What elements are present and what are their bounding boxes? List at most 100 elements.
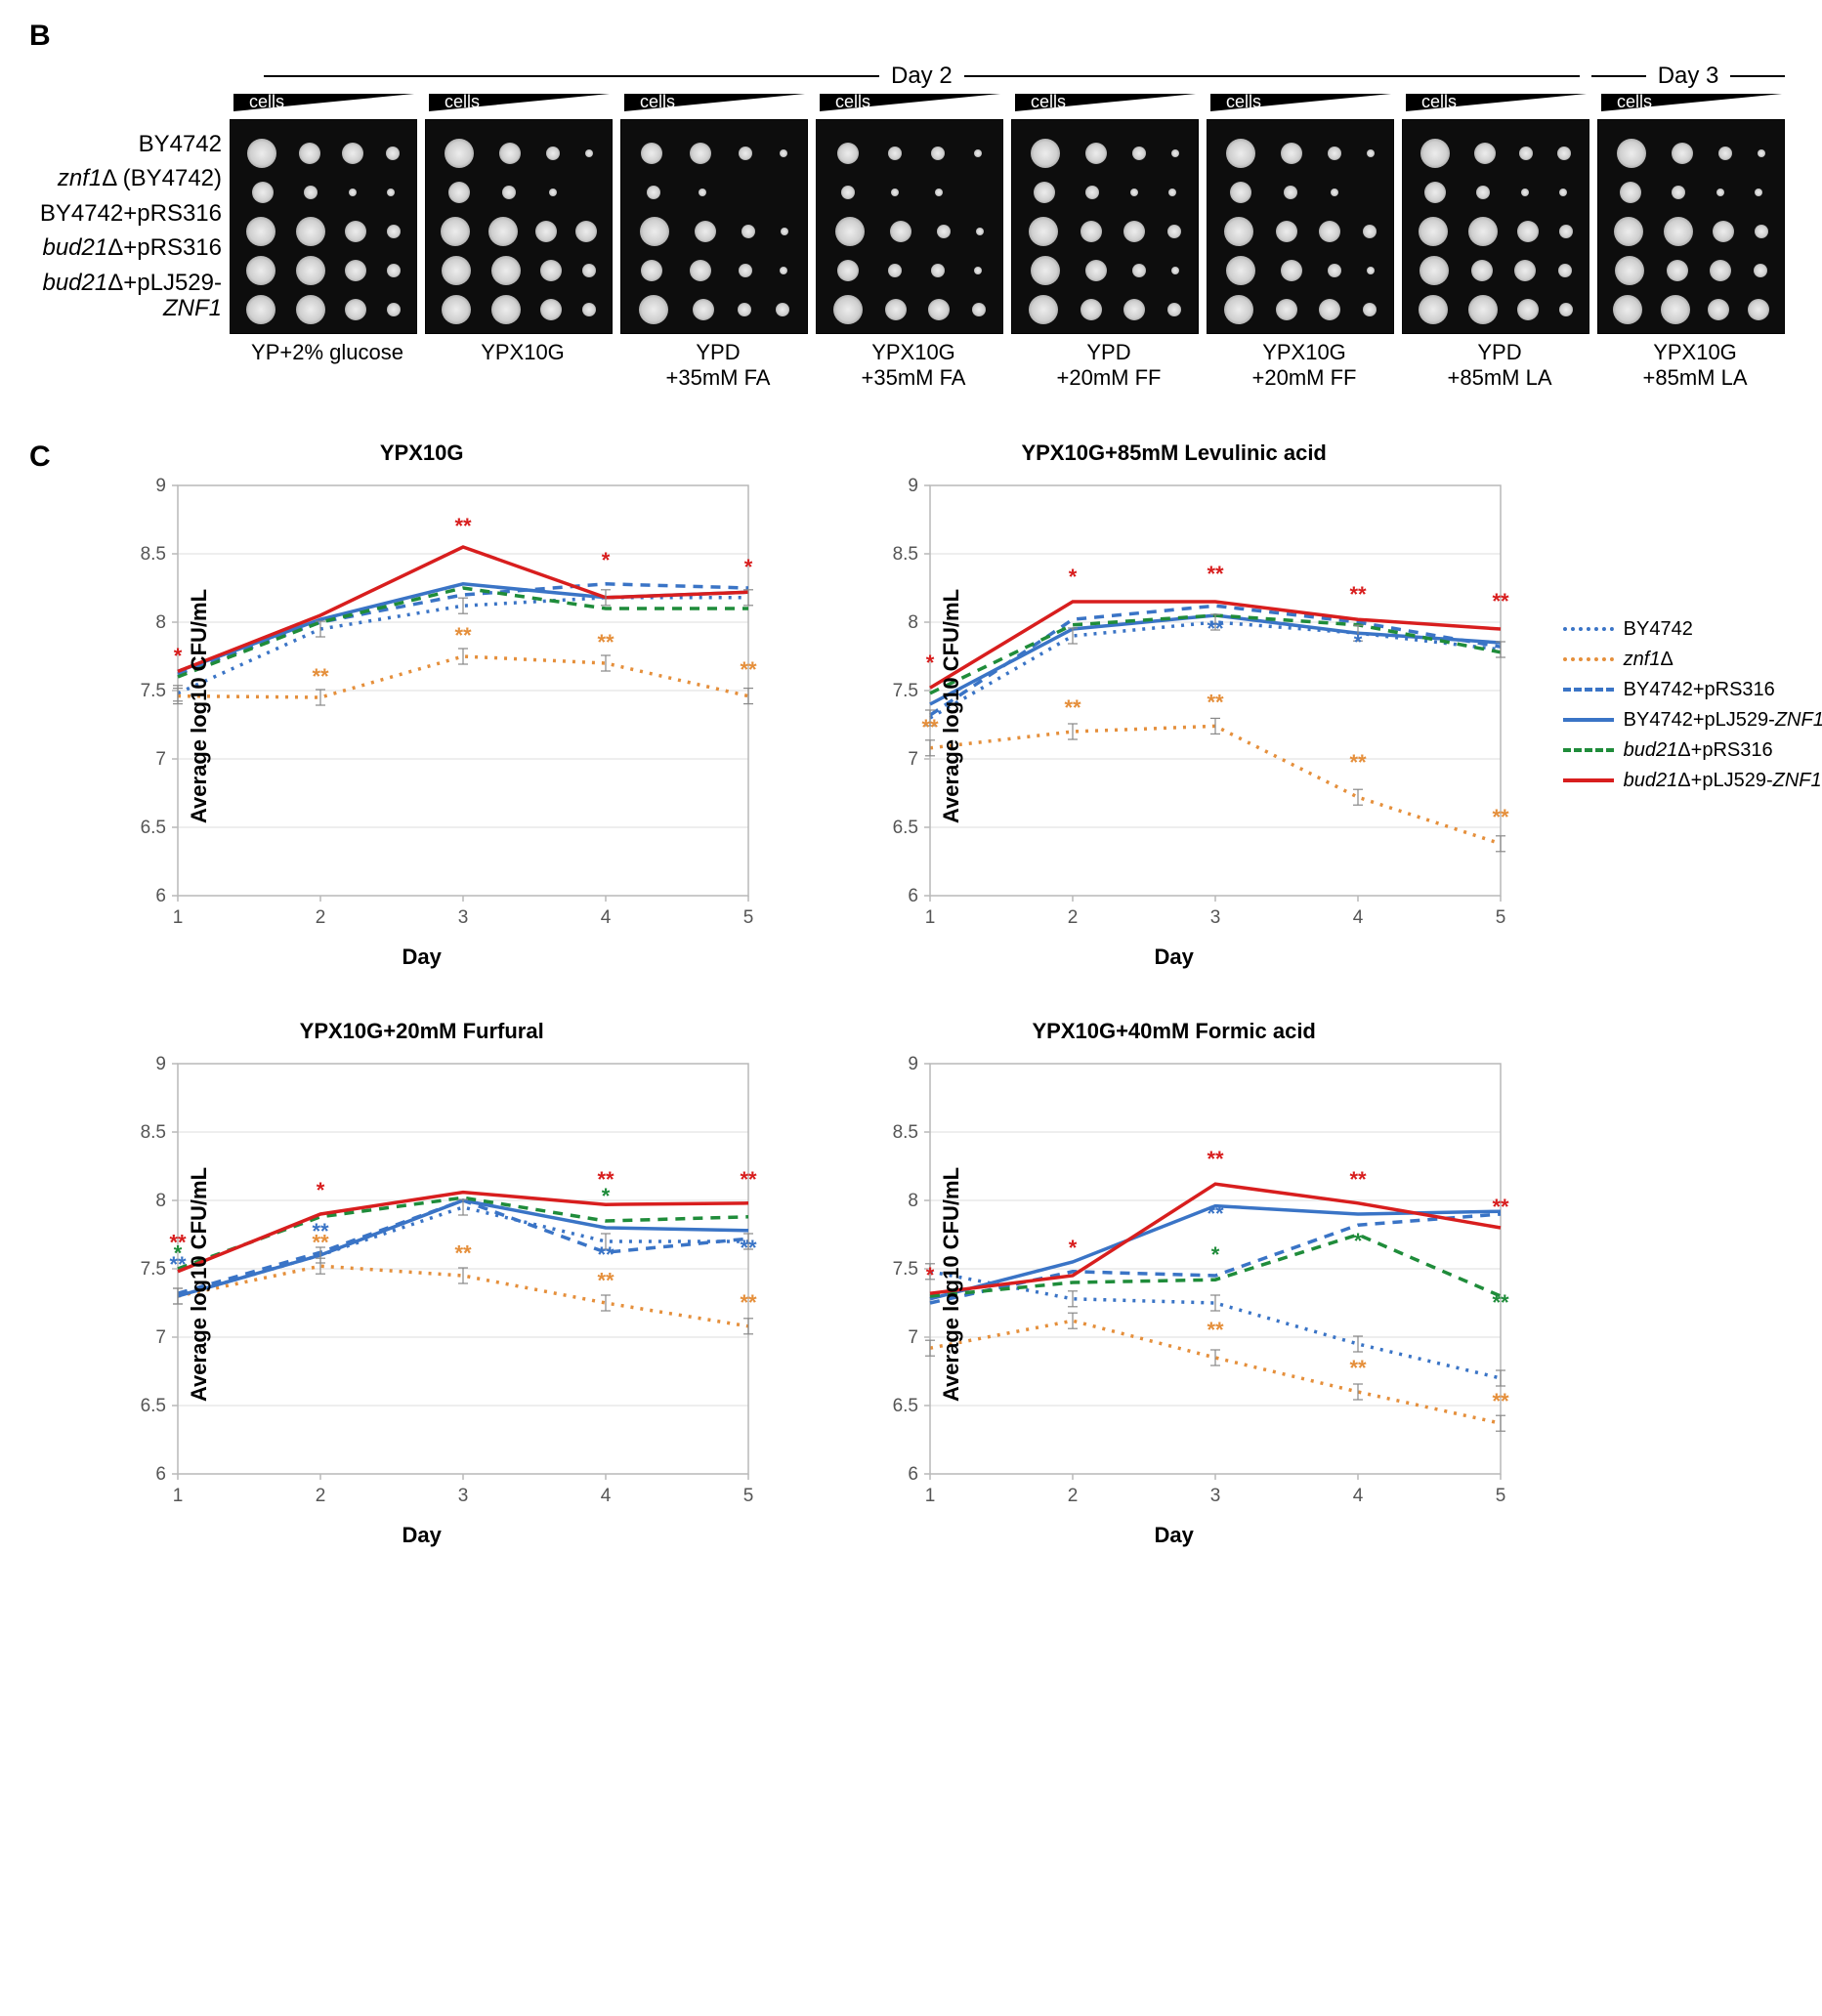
spot — [931, 264, 945, 277]
svg-text:4: 4 — [1352, 907, 1363, 928]
spot — [1617, 139, 1646, 168]
sig-star: ** — [1492, 1290, 1509, 1315]
plate-1: cells — [425, 90, 616, 334]
sig-star: * — [1068, 1236, 1077, 1260]
spot — [296, 256, 325, 285]
svg-text:1: 1 — [172, 1486, 183, 1506]
spot — [1328, 147, 1341, 160]
condition-label-0: YP+2% glucose — [230, 340, 425, 392]
spot — [1755, 225, 1768, 238]
strain-label-2: BY4742+pRS316 — [29, 201, 222, 227]
spot — [1367, 267, 1375, 274]
chart-cell-0: YPX10GAverage log10 CFU/mL66.577.588.591… — [51, 441, 793, 970]
spot — [502, 186, 516, 199]
sig-star: ** — [1207, 1147, 1224, 1171]
spot — [1474, 143, 1496, 164]
sig-star: ** — [1492, 1389, 1509, 1413]
spot — [1748, 299, 1769, 320]
spot — [387, 264, 401, 277]
spot — [441, 217, 470, 246]
spot — [1713, 221, 1734, 242]
sig-star: ** — [1207, 1201, 1224, 1226]
sig-star: ** — [921, 715, 939, 739]
legend-item: bud21Δ+pLJ529-ZNF1 — [1563, 770, 1822, 792]
plate-2: cells — [620, 90, 812, 334]
spot — [1559, 303, 1573, 316]
chart-2: 66.577.588.5912345**********************… — [117, 1050, 762, 1519]
spot — [972, 303, 986, 316]
sig-star: * — [1353, 630, 1362, 654]
condition-label-4: YPD+20mM FF — [1011, 340, 1207, 392]
svg-text:3: 3 — [457, 1486, 468, 1506]
spot — [1620, 182, 1641, 203]
spot — [1132, 147, 1146, 160]
sig-star: ** — [312, 664, 329, 689]
spot — [1559, 225, 1573, 238]
spot — [1367, 149, 1375, 157]
spot — [349, 189, 357, 196]
spot — [1468, 217, 1498, 246]
spot — [1029, 295, 1058, 324]
spot — [1517, 221, 1539, 242]
spot — [693, 299, 714, 320]
spot — [1168, 189, 1176, 196]
spot — [540, 260, 562, 281]
plate-3: cells — [816, 90, 1007, 334]
spot — [1419, 295, 1448, 324]
spot — [582, 303, 596, 316]
condition-label-3: YPX10G+35mM FA — [816, 340, 1011, 392]
svg-text:7: 7 — [155, 749, 166, 770]
spot — [738, 303, 751, 316]
spot — [387, 189, 395, 196]
spot — [445, 139, 474, 168]
spot — [575, 221, 597, 242]
spot — [1284, 186, 1297, 199]
svg-text:8: 8 — [155, 1191, 166, 1211]
chart-cell-2: YPX10G+20mM FurfuralAverage log10 CFU/mL… — [51, 1019, 793, 1548]
spot — [345, 260, 366, 281]
spot — [1557, 147, 1571, 160]
svg-text:6.5: 6.5 — [892, 818, 917, 838]
spot — [345, 299, 366, 320]
svg-text:8: 8 — [155, 612, 166, 633]
panel-b: B Day 2Day 3 BY4742znf1Δ (BY4742)BY4742+… — [29, 20, 1793, 392]
sig-star: ** — [169, 1252, 187, 1277]
sig-star: ** — [1064, 695, 1081, 720]
cells-label: cells — [1421, 92, 1457, 112]
spot — [491, 256, 521, 285]
spot — [891, 189, 899, 196]
legend-item: BY4742+pLJ529-ZNF1 — [1563, 709, 1822, 732]
sig-star: ** — [1207, 562, 1224, 586]
spot — [931, 147, 945, 160]
chart-title: YPX10G — [380, 441, 464, 466]
cells-label: cells — [445, 92, 480, 112]
spot — [639, 295, 668, 324]
spot — [540, 299, 562, 320]
ylabel: Average log10 CFU/mL — [187, 589, 212, 823]
spot — [835, 217, 865, 246]
spot — [546, 147, 560, 160]
spot — [690, 260, 711, 281]
svg-text:8.5: 8.5 — [140, 544, 165, 565]
spot — [1080, 299, 1102, 320]
sig-star: ** — [740, 657, 757, 682]
spot — [1085, 260, 1107, 281]
spot — [974, 267, 982, 274]
series-znf1 — [930, 726, 1501, 843]
spot — [448, 182, 470, 203]
spot — [386, 147, 400, 160]
spot — [699, 189, 706, 196]
sig-star: ** — [1492, 805, 1509, 829]
spot — [1419, 217, 1448, 246]
sig-star: * — [1353, 1229, 1362, 1253]
spot — [1754, 264, 1767, 277]
chart-title: YPX10G+85mM Levulinic acid — [1021, 441, 1326, 466]
spot — [1519, 147, 1533, 160]
spot — [640, 217, 669, 246]
svg-text:6.5: 6.5 — [892, 1396, 917, 1416]
sig-star: ** — [740, 1167, 757, 1192]
spot — [1521, 189, 1529, 196]
spot — [1034, 182, 1055, 203]
spot — [342, 143, 363, 164]
sig-star: ** — [1207, 616, 1224, 641]
